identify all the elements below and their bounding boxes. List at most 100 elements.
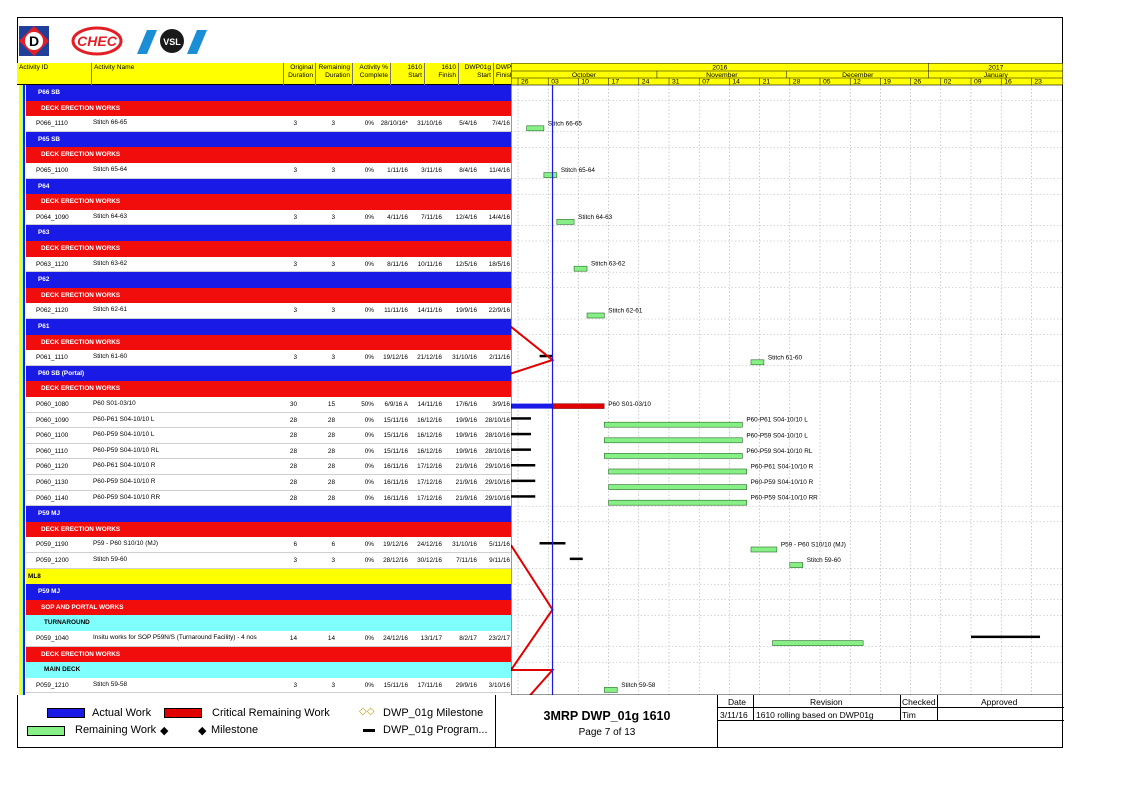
wbs-group-row[interactable]: DECK ERECTION WORKS <box>26 287 511 304</box>
wbs-group-title: MAIN DECK <box>44 666 81 674</box>
wbs-group-row[interactable]: DECK ERECTION WORKS <box>26 241 511 257</box>
wbs-group-row[interactable]: TURNAROUND <box>26 615 511 631</box>
activity-rd-cell: 28 <box>327 416 335 424</box>
header-activity-name[interactable]: Activity Name <box>92 63 284 85</box>
wbs-group-row[interactable]: DECK ERECTION WORKS <box>26 646 511 663</box>
activity-row[interactable]: P059_1040 Insitu works for SOP P59N/S (Tu… <box>26 631 511 647</box>
header-remaining-duration[interactable]: Remaining Duration <box>316 63 353 85</box>
activity-df-cell: 3/10/16 <box>488 681 510 689</box>
wbs-group-title: P59 MJ <box>38 510 61 518</box>
activity-df-cell: 7/4/16 <box>492 120 510 128</box>
activity-s-cell: 16/11/16 <box>383 463 408 471</box>
activity-name-cell: P60-P59 S04-10/10 RR <box>93 493 161 501</box>
remaining-work-bar <box>608 468 747 475</box>
activity-row[interactable]: P060_1090 P60-P61 S04-10/10 L 28 28 0% 15/11/… <box>26 412 511 429</box>
header-dwp-start[interactable]: DWP01g Start <box>459 63 494 85</box>
wbs-group-row[interactable]: DECK ERECTION WORKS <box>26 147 511 163</box>
activity-row[interactable]: P060_1130 P60-P59 S04-10/10 R 28 28 0% 16/11/… <box>26 475 511 491</box>
activity-ds-cell: 12/5/16 <box>455 260 477 268</box>
wbs-group-row[interactable]: P65 SB <box>26 131 511 148</box>
week-label: 23 <box>1034 79 1042 86</box>
activity-row[interactable]: P066_1110 Stitch 66-65 3 3 0% 28/10/16* 31/10/… <box>26 116 511 132</box>
activity-ds-cell: 21/9/16 <box>455 463 477 471</box>
wbs-group-row[interactable]: DECK ERECTION WORKS <box>26 100 511 117</box>
activity-name-cell: Stitch 64-63 <box>93 212 128 220</box>
bar-label: P59 - P60 S10/10 (MJ) <box>781 542 846 549</box>
activity-ds-cell: 19/9/16 <box>455 432 477 440</box>
header-activity-complete[interactable]: Activity % Complete <box>353 63 391 85</box>
remaining-work-bar <box>608 484 747 490</box>
activity-f-cell: 13/1/17 <box>420 635 442 642</box>
wbs-group-row[interactable]: DECK ERECTION WORKS <box>26 521 511 538</box>
activity-f-cell: 21/12/16 <box>417 354 442 362</box>
activity-name-cell: P60-P59 S04-10/10 RL <box>93 446 160 454</box>
week-label: 12 <box>853 79 861 86</box>
remaining-work-bar <box>573 265 588 272</box>
activity-row[interactable]: P059_1200 Stitch 59-60 3 3 0% 28/12/16 30/12/1… <box>26 553 511 569</box>
wbs-group-row[interactable]: P61 <box>26 319 511 335</box>
activity-rd-cell: 3 <box>331 557 335 564</box>
activity-f-cell: 16/12/16 <box>417 447 442 455</box>
wbs-group-row[interactable]: DECK ERECTION WORKS <box>26 381 511 397</box>
wbs-group-row[interactable]: P66 SB <box>26 85 511 101</box>
wbs-group-row[interactable]: P60 SB (Portal) <box>26 365 511 382</box>
week-label: 17 <box>612 79 620 86</box>
activity-row[interactable]: P062_1120 Stitch 62-61 3 3 0% 11/11/16 14/11/1… <box>26 303 511 319</box>
wbs-group-title: DECK ERECTION WORKS <box>41 151 121 159</box>
activity-id-cell: P059_1190 <box>36 541 69 549</box>
activity-row[interactable]: P060_1110 P60-P59 S04-10/10 RL 28 28 0% 15/11… <box>26 443 511 460</box>
activity-f-cell: 30/12/16 <box>417 557 442 564</box>
activity-df-cell: 2/11/16 <box>489 354 510 362</box>
activity-row[interactable]: P064_1090 Stitch 64-63 3 3 0% 4/11/16 7/11/16 1… <box>26 209 511 226</box>
week-label: 31 <box>672 79 680 86</box>
header-1610-finish[interactable]: 1610 Finish <box>425 63 459 85</box>
wbs-group-row[interactable]: P63 <box>26 225 511 241</box>
wbs-group-row[interactable]: DECK ERECTION WORKS <box>26 334 511 351</box>
week-label: 14 <box>732 79 740 86</box>
wbs-group-row[interactable]: P64 <box>26 178 511 195</box>
table-header: Activity ID Activity Name Original Durat… <box>17 63 523 85</box>
wbs-group-row[interactable]: P62 <box>26 272 511 288</box>
legend: Actual Work Critical Remaining Work ◇◇ D… <box>17 695 495 748</box>
activity-row[interactable]: P059_1190 P59 - P60 S10/10 (MJ) 6 6 0% 19/12/… <box>26 537 511 553</box>
activity-od-cell: 3 <box>293 260 297 268</box>
activity-od-cell: 3 <box>293 681 297 689</box>
bar-label: Stitch 64-63 <box>578 214 613 221</box>
bar-label: P60 S01-03/10 <box>608 401 651 408</box>
activity-row[interactable]: P061_1110 Stitch 61-60 3 3 0% 19/12/16 21/12/1… <box>26 350 511 366</box>
week-label: 03 <box>551 79 559 86</box>
header-activity-id[interactable]: Activity ID <box>17 63 92 85</box>
wbs-group-row[interactable]: P59 MJ <box>26 506 511 522</box>
header-dwp-finish[interactable]: DWP01g Finish <box>496 64 523 79</box>
wbs-group-row[interactable]: MAIN DECK <box>26 662 511 678</box>
activity-row[interactable]: P063_1120 Stitch 63-62 3 3 0% 8/11/16 10/11/16… <box>26 256 511 273</box>
activity-s-cell: 1/11/16 <box>387 167 408 174</box>
wbs-group-row[interactable]: DECK ERECTION WORKS <box>26 194 511 210</box>
activity-row[interactable]: P065_1100 Stitch 65-64 3 3 0% 1/11/16 3/11/16 8… <box>26 163 511 179</box>
wbs-group-row[interactable]: ML8 <box>26 568 511 585</box>
header-1610-start[interactable]: 1610 Start <box>391 63 425 85</box>
activity-rd-cell: 6 <box>331 541 335 549</box>
header-original-duration[interactable]: Original Duration <box>284 63 316 85</box>
activity-row[interactable]: P060_1120 P60-P61 S04-10/10 R 28 28 0% 16/11/… <box>26 459 511 475</box>
activity-name-cell: Stitch 66-65 <box>93 119 128 127</box>
activity-row[interactable]: P060_1100 P60-P59 S04-10/10 L 28 28 0% 15/11/… <box>26 428 511 444</box>
dwp-program-bar <box>511 495 536 498</box>
page-number: Page 7 of 13 <box>578 727 636 738</box>
dwp-program-bar <box>511 448 531 451</box>
activity-row[interactable]: P060_1140 P60-P59 S04-10/10 RR 28 28 0% 16/11… <box>26 490 511 507</box>
activity-ds-cell: 31/10/16 <box>452 354 477 362</box>
week-label: 09 <box>974 79 982 86</box>
remaining-work-bar <box>556 219 575 225</box>
activity-row[interactable]: P059_1210 Stitch 59-58 3 3 0% 15/11/16 17/11/1… <box>26 677 511 694</box>
activity-rd-cell: 3 <box>331 167 335 174</box>
wbs-group-title: ML8 <box>28 572 41 580</box>
d-logo: D <box>19 26 49 56</box>
activity-df-cell: 18/5/16 <box>488 260 510 268</box>
remaining-work-bar <box>603 421 743 428</box>
activity-row[interactable]: P060_1080 P60 S01-03/10 30 15 50% 6/9/16 A 14/… <box>26 397 511 413</box>
diamond-icon: ◆ <box>160 725 169 737</box>
bar-label: P60-P59 S04-10/10 R <box>751 479 814 486</box>
wbs-group-row[interactable]: SOP AND PORTAL WORKS <box>26 599 511 616</box>
wbs-group-row[interactable]: P59 MJ <box>26 584 511 600</box>
